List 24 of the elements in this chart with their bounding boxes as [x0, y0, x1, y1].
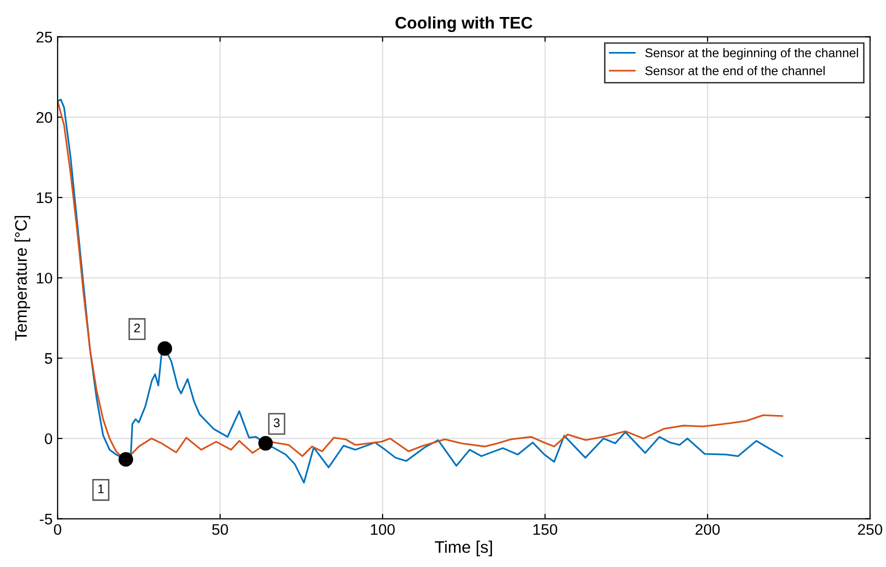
point: [258, 436, 273, 451]
y-tick-label: 25: [36, 32, 52, 43]
chart-title: Cooling with TEC: [396, 16, 532, 32]
legend-label: Sensor at the beginning of the channel: [645, 48, 858, 60]
y-tick-label: 20: [36, 112, 52, 123]
annotation: 1: [98, 484, 104, 494]
y-tick-label: -5: [40, 514, 52, 524]
annotation: 3: [274, 418, 280, 428]
y-axis-title: Temperature [°C]: [14, 216, 30, 341]
x-tick-label: 250: [858, 524, 882, 535]
x-tick-label: 0: [54, 524, 62, 535]
point: [158, 341, 172, 356]
x-axis-title: Time [s]: [434, 540, 492, 556]
x-tick-label: 150: [533, 524, 558, 535]
y-tick-label: 10: [36, 272, 52, 284]
x-tick-label: 50: [212, 524, 228, 535]
point: [118, 452, 134, 467]
annotation: 2: [134, 324, 140, 332]
y-tick-label: 5: [44, 353, 52, 364]
y-tick-label: 0: [44, 433, 52, 444]
x-tick-label: 200: [696, 524, 720, 535]
legend-label: Sensor at the end of the channel: [645, 66, 825, 76]
y-tick-label: 15: [36, 192, 52, 204]
x-tick-label: 100: [370, 524, 395, 535]
